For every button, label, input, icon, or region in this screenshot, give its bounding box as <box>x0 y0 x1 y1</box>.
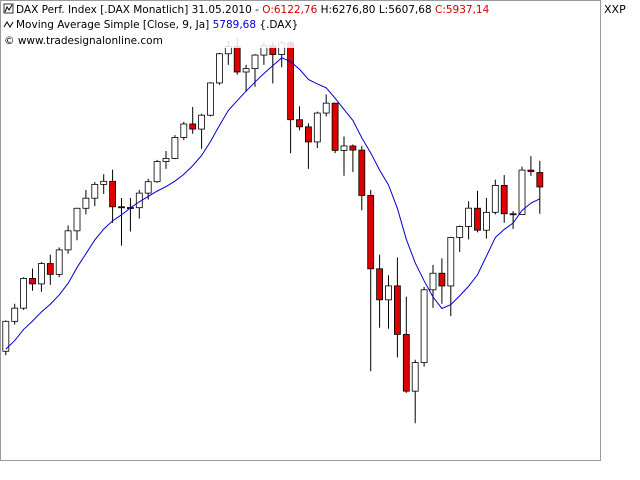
candle-body <box>411 362 419 392</box>
candle-body <box>376 268 384 301</box>
candle-body <box>2 320 10 352</box>
ma-source: {.DAX} <box>259 19 298 31</box>
candle-body <box>509 213 517 216</box>
candle-body <box>491 185 499 213</box>
candle-body <box>55 249 63 275</box>
candle-body <box>349 145 357 151</box>
candle-body <box>189 123 197 130</box>
legend-icon <box>3 3 14 14</box>
candle-body <box>322 102 330 114</box>
candle-body <box>393 285 401 335</box>
candle-body <box>144 181 152 194</box>
candle-body <box>180 123 188 138</box>
candle-body <box>100 180 108 185</box>
candle-body <box>242 68 250 73</box>
open-label: O:6122,76 <box>262 4 317 16</box>
legend-icon <box>4 4 13 13</box>
close-label: C:5937,14 <box>435 4 490 16</box>
candle-body <box>304 126 312 143</box>
symbol: XXP <box>604 3 626 16</box>
candle-body <box>162 158 170 162</box>
candle-body <box>313 112 321 143</box>
candle-body <box>358 149 366 196</box>
candle-body <box>527 169 535 172</box>
candle-body <box>20 278 28 309</box>
candle-body <box>38 263 45 285</box>
plot-frame <box>0 0 601 461</box>
candle-body <box>385 285 392 301</box>
candle-body <box>215 53 223 84</box>
candle-body <box>287 42 295 121</box>
candle-body <box>73 207 81 232</box>
candle-body <box>251 54 259 70</box>
candle-body <box>438 272 446 287</box>
legend-line: DAX Perf. Index [.DAX Monatlich] 31.05.2… <box>16 4 490 16</box>
candle-body <box>207 82 214 116</box>
candle-body <box>447 237 455 287</box>
candle-body <box>518 169 526 216</box>
candle-body <box>296 119 303 128</box>
legend-icon <box>3 21 14 28</box>
candle-body <box>402 333 410 392</box>
candle-body <box>29 278 36 285</box>
ma-label: 5789,68 <box>213 19 256 31</box>
candle-body <box>331 102 339 151</box>
low-label: L:5607,68 <box>379 4 432 16</box>
legend-line: Moving Average Simple [Close, 9, Ja] 578… <box>16 19 298 31</box>
candle-body <box>82 197 90 209</box>
candle-body <box>536 172 544 188</box>
date: 31.05.2010 - <box>192 4 259 16</box>
candle-body <box>91 183 99 199</box>
candle-body <box>11 307 19 322</box>
candle-body <box>64 230 72 251</box>
source: © www.tradesignalonline.com <box>4 35 163 47</box>
candle-body <box>109 180 116 208</box>
moving-average-line <box>5 57 541 350</box>
candle-body <box>46 263 54 275</box>
candle-body <box>500 185 508 215</box>
candle-body <box>456 226 464 238</box>
candle-body <box>429 272 437 291</box>
candle-body <box>340 145 348 151</box>
candle-body <box>465 207 473 227</box>
candle-body <box>153 161 161 183</box>
candle-body <box>171 137 179 159</box>
candle-body <box>233 46 241 73</box>
candle-body <box>118 206 125 209</box>
candle-body <box>367 195 375 270</box>
series-name: DAX Perf. Index [.DAX Monatlich] <box>16 4 188 16</box>
legend-backdrop <box>1 1 463 48</box>
marks <box>2 38 544 424</box>
candle-body <box>474 207 481 231</box>
candle-body <box>482 211 490 231</box>
candle-body <box>198 114 206 130</box>
candle-body <box>420 289 428 364</box>
high-label: H:6276,80 <box>321 4 376 16</box>
series-name: Moving Average Simple [Close, 9, Ja] <box>16 19 209 31</box>
